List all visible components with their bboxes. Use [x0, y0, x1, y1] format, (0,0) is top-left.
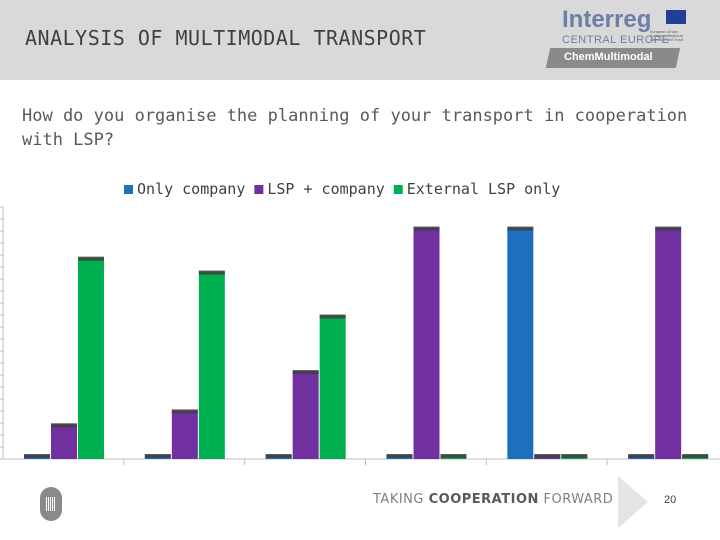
- bar-cap: [561, 454, 588, 458]
- bar-cap: [507, 226, 534, 231]
- bar-cap: [319, 314, 346, 319]
- bar: [51, 424, 77, 459]
- legend-label: External LSP only: [407, 180, 561, 198]
- bar-cap: [198, 270, 225, 275]
- eu-flag-icon: [666, 10, 686, 24]
- bar: [507, 227, 534, 459]
- bar-cap: [413, 226, 440, 231]
- bar-cap: [144, 454, 171, 458]
- legend-swatch: [254, 185, 264, 194]
- logo-project: ChemMultimodal: [564, 51, 653, 63]
- bar: [292, 371, 319, 459]
- legend-swatch: [124, 185, 133, 194]
- bar: [198, 271, 225, 459]
- interreg-logo: Interreg European Union European Regiona…: [545, 6, 688, 70]
- bar-chart: Only company LSP + company External LSP on…: [0, 180, 720, 465]
- bar-cap: [440, 454, 467, 458]
- arrow-icon: [618, 476, 648, 528]
- tagline-suffix: FORWARD: [538, 492, 614, 507]
- bar-cap: [51, 423, 77, 428]
- logo-eu-text: European Union European Regional Develop…: [650, 30, 684, 42]
- bar: [319, 315, 346, 459]
- logo-region: CENTRAL EUROPE: [562, 34, 670, 46]
- logo-brand: Interreg: [562, 6, 652, 33]
- bar: [413, 227, 440, 459]
- bar: [171, 410, 198, 459]
- header-bar: ANALYSIS OF MULTIMODAL TRANSPORT Interre…: [0, 0, 720, 80]
- chart-question: How do you organise the planning of your…: [22, 106, 688, 150]
- footer-logo-icon: [40, 487, 62, 521]
- legend-label: Only company: [137, 180, 245, 198]
- tagline-prefix: TAKING: [373, 492, 429, 507]
- legend-swatch: [393, 185, 403, 194]
- bar-cap: [655, 226, 682, 231]
- bar: [78, 257, 104, 459]
- bar-cap: [171, 409, 198, 414]
- bar-cap: [682, 454, 709, 458]
- bar-cap: [534, 454, 561, 458]
- bar-cap: [78, 256, 104, 261]
- tagline-bold: COOPERATION: [428, 492, 539, 507]
- footer-tagline: TAKING COOPERATION FORWARD: [373, 492, 613, 507]
- bar-cap: [292, 370, 319, 375]
- bar-cap: [24, 454, 50, 458]
- page-title: ANALYSIS OF MULTIMODAL TRANSPORT: [25, 26, 427, 50]
- page-number: 20: [664, 494, 677, 506]
- legend-label: LSP + company: [267, 180, 384, 198]
- bar-cap: [386, 454, 413, 458]
- bar: [655, 227, 682, 459]
- bar-cap: [265, 454, 292, 458]
- bar-cap: [628, 454, 655, 458]
